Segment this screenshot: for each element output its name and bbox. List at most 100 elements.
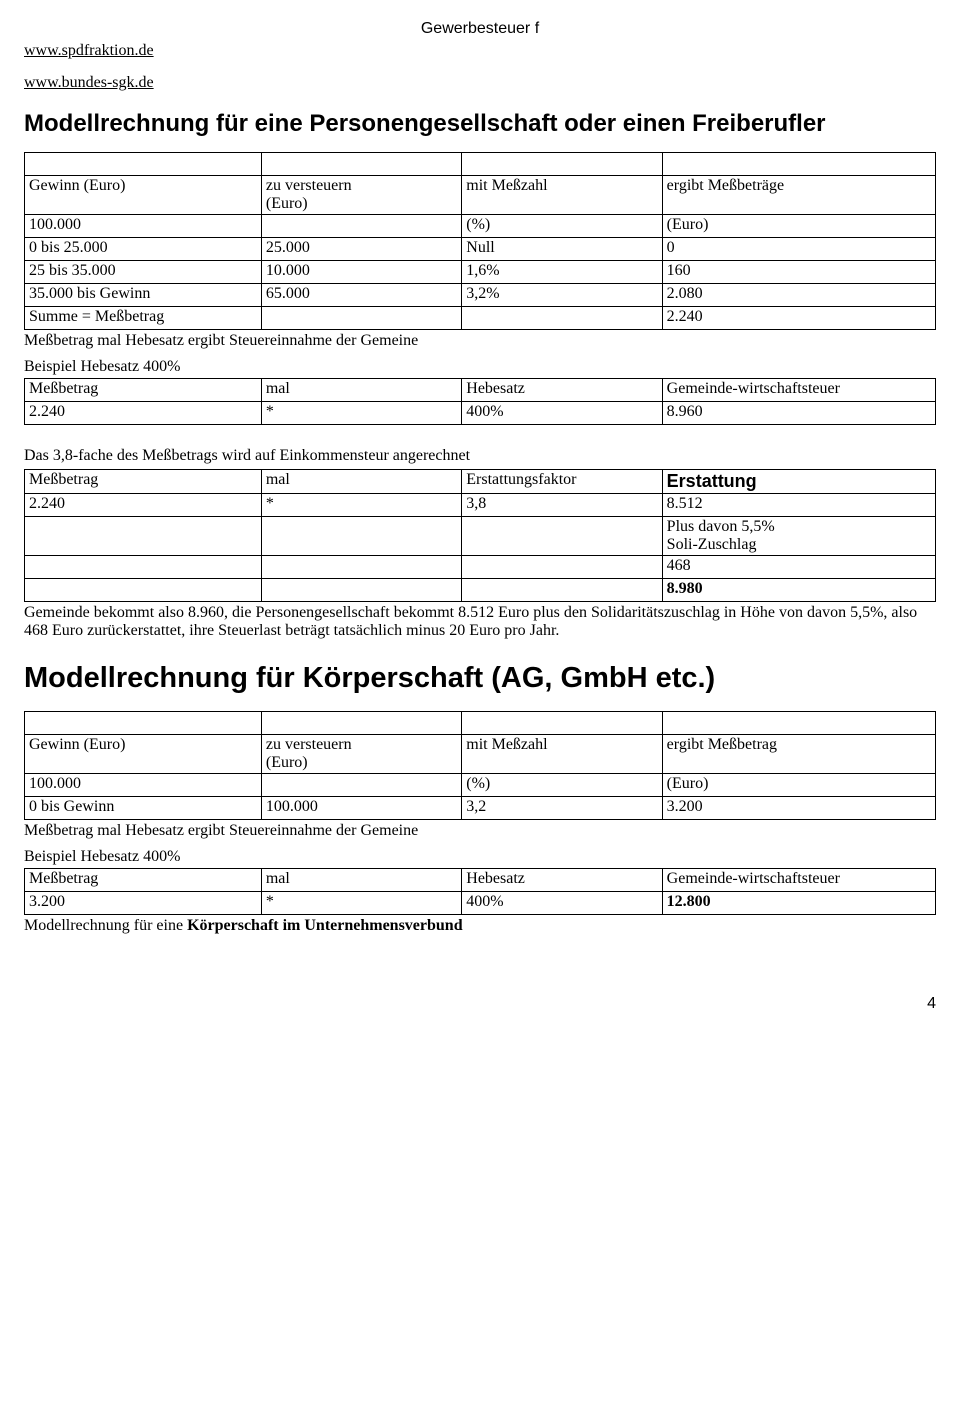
cell xyxy=(261,774,461,797)
cell: mal xyxy=(261,869,461,892)
cell xyxy=(261,517,461,556)
table-row xyxy=(25,153,936,176)
link-spdfraktion[interactable]: www.spdfraktion.de xyxy=(24,42,936,60)
cell: 3.200 xyxy=(662,797,935,820)
cell xyxy=(261,215,461,238)
table-personengesellschaft: Gewinn (Euro) zu versteuern(Euro) mit Me… xyxy=(24,152,936,330)
table-row: 0 bis Gewinn 100.000 3,2 3.200 xyxy=(25,797,936,820)
cell-erstattung: Erstattung xyxy=(662,470,935,494)
cell: Hebesatz xyxy=(462,379,662,402)
table-row: 3.200 * 400% 12.800 xyxy=(25,892,936,915)
cell: ergibt Meßbeträge xyxy=(662,176,935,215)
cell xyxy=(261,556,461,579)
cell: 100.000 xyxy=(25,215,262,238)
cell: 2.080 xyxy=(662,284,935,307)
cell: * xyxy=(261,402,461,425)
cell xyxy=(462,517,662,556)
table-row: 468 xyxy=(25,556,936,579)
cell: 100.000 xyxy=(25,774,262,797)
table-hebesatz-1: Meßbetrag mal Hebesatz Gemeinde-wirtscha… xyxy=(24,378,936,425)
cell: mit Meßzahl xyxy=(462,735,662,774)
cell: 1,6% xyxy=(462,261,662,284)
subheading-beispiel-2: Beispiel Hebesatz 400% xyxy=(24,848,936,866)
cell: Summe = Meßbetrag xyxy=(25,307,262,330)
table-row: 35.000 bis Gewinn 65.000 3,2% 2.080 xyxy=(25,284,936,307)
table-row: 25 bis 35.000 10.000 1,6% 160 xyxy=(25,261,936,284)
cell: (%) xyxy=(462,774,662,797)
cell: 25.000 xyxy=(261,238,461,261)
cell: 3,2 xyxy=(462,797,662,820)
cell: 2.240 xyxy=(25,402,262,425)
cell: 160 xyxy=(662,261,935,284)
table-row xyxy=(25,712,936,735)
table-row: Summe = Meßbetrag 2.240 xyxy=(25,307,936,330)
cell xyxy=(25,517,262,556)
cell: 3.200 xyxy=(25,892,262,915)
cell: Meßbetrag xyxy=(25,379,262,402)
cell: zu versteuern(Euro) xyxy=(261,176,461,215)
cell: Gewinn (Euro) xyxy=(25,176,262,215)
cell: Gemeinde-wirtschaftsteuer xyxy=(662,869,935,892)
heading-modellrechnung-personen: Modellrechnung für eine Personengesellsc… xyxy=(24,110,936,138)
table-koerperschaft: Gewinn (Euro) zu versteuern(Euro) mit Me… xyxy=(24,711,936,820)
cell: (%) xyxy=(462,215,662,238)
cell: 100.000 xyxy=(261,797,461,820)
note-verbund: Modellrechnung für eine Körperschaft im … xyxy=(24,917,936,935)
cell: 8.980 xyxy=(662,579,935,602)
table-hebesatz-2: Meßbetrag mal Hebesatz Gemeinde-wirtscha… xyxy=(24,868,936,915)
table-row: 2.240 * 400% 8.960 xyxy=(25,402,936,425)
table-row: 0 bis 25.000 25.000 Null 0 xyxy=(25,238,936,261)
cell: 3,2% xyxy=(462,284,662,307)
table-row: Plus davon 5,5%Soli-Zuschlag xyxy=(25,517,936,556)
cell xyxy=(25,579,262,602)
cell: 0 bis 25.000 xyxy=(25,238,262,261)
table-row: Meßbetrag mal Erstattungsfaktor Erstattu… xyxy=(25,470,936,494)
cell: mal xyxy=(261,470,461,494)
heading-koerperschaft: Modellrechnung für Körperschaft (AG, Gmb… xyxy=(24,662,936,695)
cell: * xyxy=(261,892,461,915)
cell: Gemeinde-wirtschaftsteuer xyxy=(662,379,935,402)
cell: Meßbetrag xyxy=(25,869,262,892)
cell: 8.960 xyxy=(662,402,935,425)
cell: 8.512 xyxy=(662,494,935,517)
cell xyxy=(462,307,662,330)
cell: Meßbetrag xyxy=(25,470,262,494)
table-row: Gewinn (Euro) zu versteuern(Euro) mit Me… xyxy=(25,735,936,774)
cell: 0 bis Gewinn xyxy=(25,797,262,820)
cell: 2.240 xyxy=(25,494,262,517)
cell: 35.000 bis Gewinn xyxy=(25,284,262,307)
cell xyxy=(261,579,461,602)
table-erstattung: Meßbetrag mal Erstattungsfaktor Erstattu… xyxy=(24,469,936,602)
cell: mit Meßzahl xyxy=(462,176,662,215)
table-row: Meßbetrag mal Hebesatz Gemeinde-wirtscha… xyxy=(25,379,936,402)
cell: 400% xyxy=(462,892,662,915)
note-hebesatz-1: Meßbetrag mal Hebesatz ergibt Steuereinn… xyxy=(24,332,936,350)
cell xyxy=(25,556,262,579)
cell: 3,8 xyxy=(462,494,662,517)
cell: (Euro) xyxy=(662,774,935,797)
cell: Plus davon 5,5%Soli-Zuschlag xyxy=(662,517,935,556)
cell: 65.000 xyxy=(261,284,461,307)
table-row: Meßbetrag mal Hebesatz Gemeinde-wirtscha… xyxy=(25,869,936,892)
cell xyxy=(462,579,662,602)
page-header-title: Gewerbesteuer f xyxy=(24,20,936,38)
link-bundes-sgk[interactable]: www.bundes-sgk.de xyxy=(24,74,936,92)
cell: Gewinn (Euro) xyxy=(25,735,262,774)
cell: Null xyxy=(462,238,662,261)
note-erstattung: Das 3,8-fache des Meßbetrags wird auf Ei… xyxy=(24,447,936,465)
cell: 400% xyxy=(462,402,662,425)
cell: Hebesatz xyxy=(462,869,662,892)
cell xyxy=(462,556,662,579)
table-row: 100.000 (%) (Euro) xyxy=(25,774,936,797)
cell: ergibt Meßbetrag xyxy=(662,735,935,774)
table-row: 2.240 * 3,8 8.512 xyxy=(25,494,936,517)
page-number: 4 xyxy=(24,995,936,1013)
cell: 25 bis 35.000 xyxy=(25,261,262,284)
cell: * xyxy=(261,494,461,517)
cell: 0 xyxy=(662,238,935,261)
cell: mal xyxy=(261,379,461,402)
table-row: 100.000 (%) (Euro) xyxy=(25,215,936,238)
table-row: Gewinn (Euro) zu versteuern(Euro) mit Me… xyxy=(25,176,936,215)
subheading-beispiel-1: Beispiel Hebesatz 400% xyxy=(24,358,936,376)
cell: (Euro) xyxy=(662,215,935,238)
